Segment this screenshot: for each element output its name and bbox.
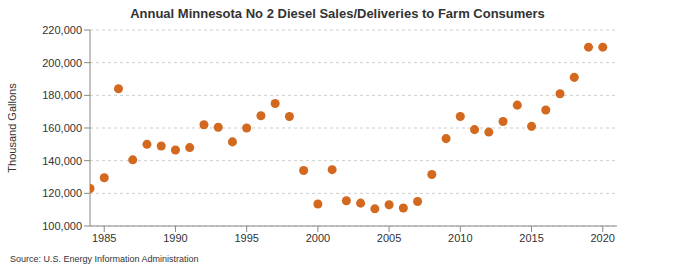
- html-text:Source: U.S. Energy Informatio: Source: U.S. Energy Information Administ…: [10, 254, 199, 264]
- html-text:Annual Minnesota No 2 Diesel S: Annual Minnesota No 2 Diesel Sales/Deliv…: [130, 6, 545, 21]
- svg-text:120,000: 120,000: [42, 187, 82, 199]
- svg-text:100,000: 100,000: [42, 220, 82, 232]
- svg-text:Thousand Gallons: Thousand Gallons: [8, 83, 18, 173]
- svg-text:220,000: 220,000: [42, 24, 82, 36]
- svg-text:2010: 2010: [448, 232, 472, 244]
- svg-text:180,000: 180,000: [42, 89, 82, 101]
- svg-text:140,000: 140,000: [42, 155, 82, 167]
- svg-text:2015: 2015: [519, 232, 543, 244]
- svg-text:1985: 1985: [92, 232, 116, 244]
- svg-text:2005: 2005: [377, 232, 401, 244]
- svg-text:1995: 1995: [234, 232, 258, 244]
- svg-text:200,000: 200,000: [42, 57, 82, 69]
- svg-text:160,000: 160,000: [42, 122, 82, 134]
- svg-text:2020: 2020: [591, 232, 615, 244]
- svg-text:1990: 1990: [163, 232, 187, 244]
- svg-text:2000: 2000: [306, 232, 330, 244]
